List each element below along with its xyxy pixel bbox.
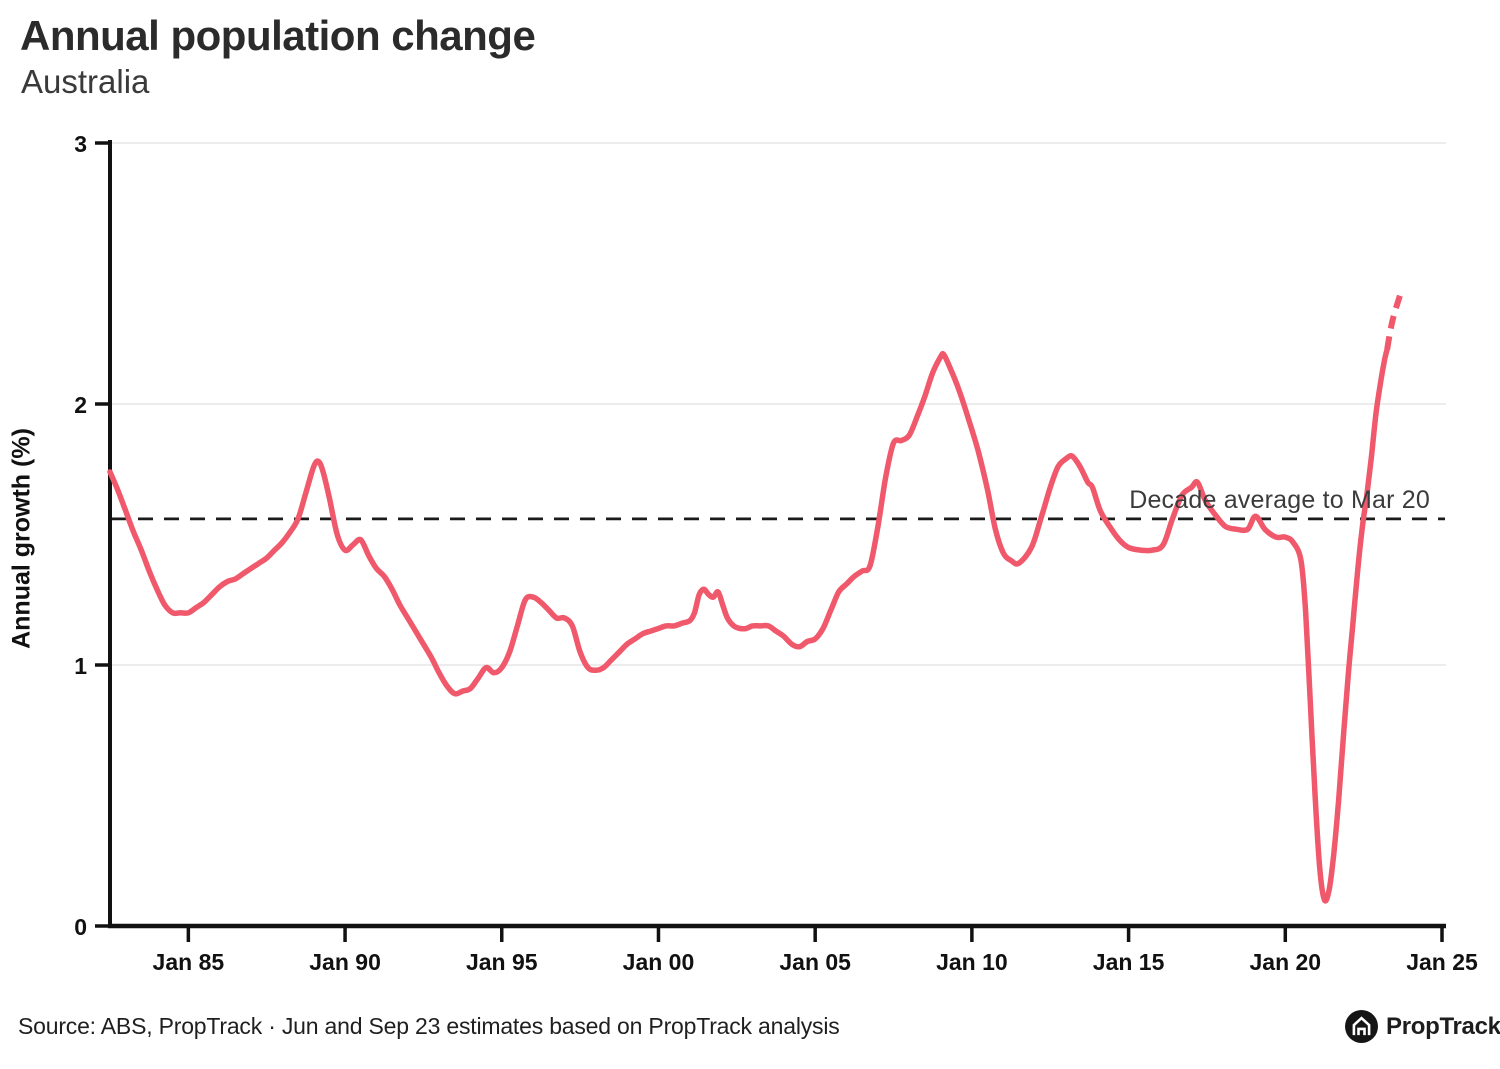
- y-tick-label: 0: [74, 914, 87, 940]
- x-tick-label: Jan 85: [153, 949, 225, 975]
- y-axis-title: Annual growth (%): [7, 428, 36, 649]
- x-tick-label: Jan 90: [309, 949, 381, 975]
- proptrack-logo-text: PropTrack: [1386, 1012, 1500, 1040]
- page-title: Annual population change: [20, 12, 536, 59]
- x-tick-label: Jan 00: [623, 949, 695, 975]
- decade-average-label: Decade average to Mar 20: [1129, 486, 1430, 514]
- x-tick-label: Jan 20: [1249, 949, 1321, 975]
- x-tick-label: Jan 05: [779, 949, 851, 975]
- y-tick-label: 2: [74, 392, 87, 418]
- x-tick-label: Jan 95: [466, 949, 538, 975]
- page-subtitle: Australia: [21, 63, 150, 100]
- series-line: [107, 346, 1390, 904]
- x-tick-label: Jan 10: [936, 949, 1008, 975]
- x-tick-label: Jan 15: [1093, 949, 1165, 975]
- source-text: Source: ABS, PropTrack · Jun and Sep 23 …: [18, 1013, 840, 1039]
- house-icon: [1345, 1010, 1378, 1043]
- y-tick-label: 1: [74, 653, 87, 679]
- series-line-estimate-dashed: [1384, 293, 1404, 350]
- y-tick-label: 3: [74, 131, 87, 157]
- x-tick-label: Jan 25: [1406, 949, 1478, 975]
- proptrack-logo: PropTrack: [1344, 1009, 1500, 1044]
